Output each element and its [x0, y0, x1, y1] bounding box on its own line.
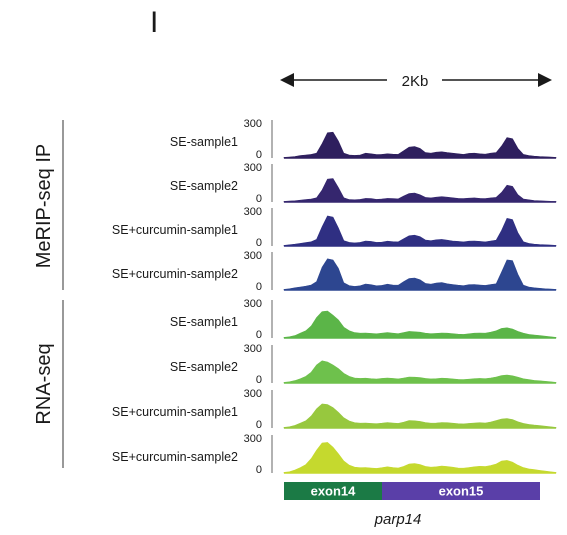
scale-bar-label: 2Kb — [402, 73, 429, 90]
track-label-4: SE-sample1 — [170, 315, 238, 329]
exon-block-exon14 — [284, 482, 382, 500]
y-tick-zero-3: 0 — [256, 281, 262, 293]
y-tick-zero-6: 0 — [256, 419, 262, 431]
coverage-area-0 — [283, 131, 557, 159]
coverage-tracks: SE-sample13000SE-sample23000SE+curcumin-… — [112, 118, 557, 476]
track-label-0: SE-sample1 — [170, 135, 238, 149]
gene-name: parp14 — [374, 511, 422, 528]
coverage-area-5 — [283, 360, 557, 384]
coverage-area-7 — [283, 442, 557, 474]
gene-model: exon14 exon15 parp14 — [284, 482, 540, 528]
coverage-area-4 — [283, 310, 557, 339]
scale-bar: 2Kb — [280, 73, 552, 90]
exon-label-exon14: exon14 — [311, 484, 357, 499]
y-tick-top-0: 300 — [244, 118, 262, 130]
y-tick-zero-2: 0 — [256, 237, 262, 249]
y-tick-zero-5: 0 — [256, 374, 262, 386]
y-tick-zero-4: 0 — [256, 329, 262, 341]
y-tick-top-3: 300 — [244, 250, 262, 262]
coverage-area-2 — [283, 215, 557, 247]
group-label-rnaseq: RNA-seq — [33, 343, 55, 424]
track-label-5: SE-sample2 — [170, 360, 238, 374]
y-tick-zero-7: 0 — [256, 464, 262, 476]
exon-label-exon15: exon15 — [439, 484, 484, 499]
group-label-merip: MeRIP-seq IP — [33, 144, 55, 268]
y-tick-top-7: 300 — [244, 433, 262, 445]
y-tick-top-6: 300 — [244, 388, 262, 400]
track-label-2: SE+curcumin-sample1 — [112, 223, 238, 237]
y-tick-top-4: 300 — [244, 298, 262, 310]
track-label-3: SE+curcumin-sample2 — [112, 267, 238, 281]
track-label-1: SE-sample2 — [170, 179, 238, 193]
y-tick-zero-0: 0 — [256, 149, 262, 161]
y-tick-top-1: 300 — [244, 162, 262, 174]
exon-block-exon15 — [382, 482, 540, 500]
coverage-area-6 — [283, 403, 557, 429]
coverage-area-1 — [283, 178, 557, 203]
scale-bar-right-arrow — [538, 73, 552, 87]
y-tick-zero-1: 0 — [256, 193, 262, 205]
track-label-6: SE+curcumin-sample1 — [112, 405, 238, 419]
y-tick-top-2: 300 — [244, 206, 262, 218]
y-tick-top-5: 300 — [244, 343, 262, 355]
track-label-7: SE+curcumin-sample2 — [112, 450, 238, 464]
coverage-area-3 — [283, 258, 557, 291]
panel-label: I — [150, 6, 159, 39]
scale-bar-left-arrow — [280, 73, 294, 87]
